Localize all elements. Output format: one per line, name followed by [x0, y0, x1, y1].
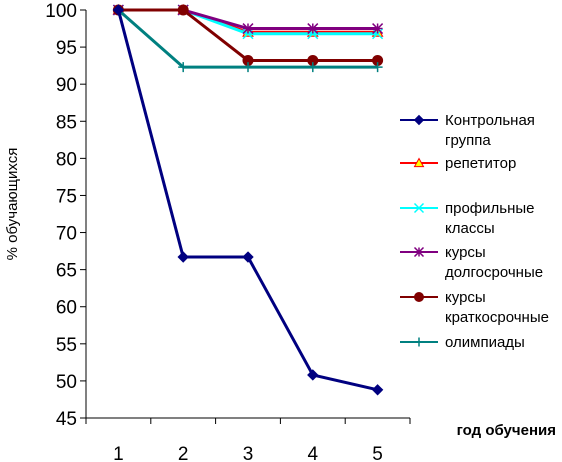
legend-item-4: курсы долгосрочные: [400, 244, 543, 281]
y-tick-label: 100: [45, 1, 77, 22]
series-1-marker: [242, 251, 254, 263]
legend-item-2-marker: [413, 157, 425, 168]
legend-item-3-marker: [413, 202, 425, 214]
legend-item-1: Контрольная группа: [400, 112, 535, 149]
x-axis-title: год обучения: [457, 422, 556, 439]
legend-item-4-label: курсы: [445, 244, 486, 261]
legend-item-1-label: группа: [445, 132, 491, 149]
series-6-marker: [178, 62, 189, 73]
legend-item-3: профильные классы: [400, 200, 535, 237]
legend-item-5: курсы краткосрочные: [400, 289, 549, 326]
legend-item-5-label: краткосрочные: [445, 309, 549, 326]
series-4-marker: [372, 23, 384, 35]
legend-item-3-label: профильные: [445, 200, 535, 217]
series-3-marker: [307, 28, 319, 40]
y-tick-label: 65: [56, 261, 77, 282]
legend-item-1-marker: [413, 114, 425, 126]
legend-item-4-marker: [413, 246, 425, 258]
legend-item-2-label: репетитор: [445, 155, 516, 172]
y-tick-label: 80: [56, 149, 77, 170]
series-4-marker: [242, 23, 254, 35]
legend-item-3-label: классы: [445, 220, 495, 237]
y-tick-label: 55: [56, 335, 77, 356]
series-6-marker: [372, 62, 383, 73]
series-4-marker: [307, 23, 319, 35]
series-3-marker: [242, 28, 254, 40]
legend-item-6-marker: [414, 337, 424, 347]
y-tick-label: 95: [56, 38, 77, 59]
y-tick-label: 60: [56, 298, 77, 319]
x-tick-label: 2: [178, 444, 189, 462]
legend-item-1-label: Контрольная: [445, 112, 535, 129]
series-6-marker: [307, 62, 318, 73]
series-1-marker: [177, 251, 189, 263]
legend-item-2: репетитор: [400, 155, 516, 172]
y-tick-label: 90: [56, 75, 77, 96]
y-tick-label: 85: [56, 112, 77, 133]
legend-item-4-label: долгосрочные: [445, 264, 543, 281]
legend-item-6: олимпиады: [400, 334, 525, 351]
x-tick-label: 4: [308, 444, 319, 462]
x-tick-label: 5: [372, 444, 383, 462]
series-6-marker: [243, 62, 253, 73]
y-tick-label: 45: [56, 409, 77, 430]
series-1-group: [112, 4, 384, 396]
y-tick-label: 70: [56, 224, 77, 245]
x-tick-label: 1: [113, 444, 124, 462]
x-tick-label: 3: [243, 444, 254, 462]
y-axis-title: % обучающихся: [4, 148, 21, 261]
legend-item-6-label: олимпиады: [445, 334, 525, 351]
legend-item-5-label: курсы: [445, 289, 486, 306]
series-1-marker: [307, 369, 319, 381]
legend-item-5-marker: [414, 292, 424, 302]
y-tick-label: 50: [56, 372, 77, 393]
series-1-marker: [112, 4, 125, 16]
y-tick-label: 75: [56, 186, 77, 207]
series-5-marker: [177, 4, 189, 16]
series-1-marker: [371, 384, 384, 396]
series-3-marker: [372, 28, 384, 40]
